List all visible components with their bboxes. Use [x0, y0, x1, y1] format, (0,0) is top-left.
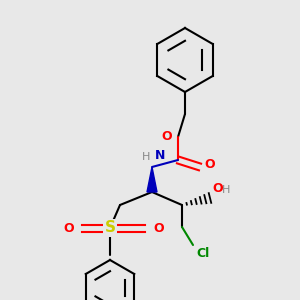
Text: S: S — [104, 220, 116, 236]
Text: N: N — [155, 149, 165, 162]
Text: O: O — [204, 158, 214, 172]
Text: O: O — [161, 130, 172, 143]
Text: O: O — [63, 221, 74, 235]
Text: H: H — [142, 152, 150, 162]
Text: O: O — [212, 182, 223, 195]
Polygon shape — [147, 167, 157, 192]
Text: Cl: Cl — [196, 247, 209, 260]
Text: H: H — [222, 185, 230, 195]
Text: O: O — [153, 221, 164, 235]
